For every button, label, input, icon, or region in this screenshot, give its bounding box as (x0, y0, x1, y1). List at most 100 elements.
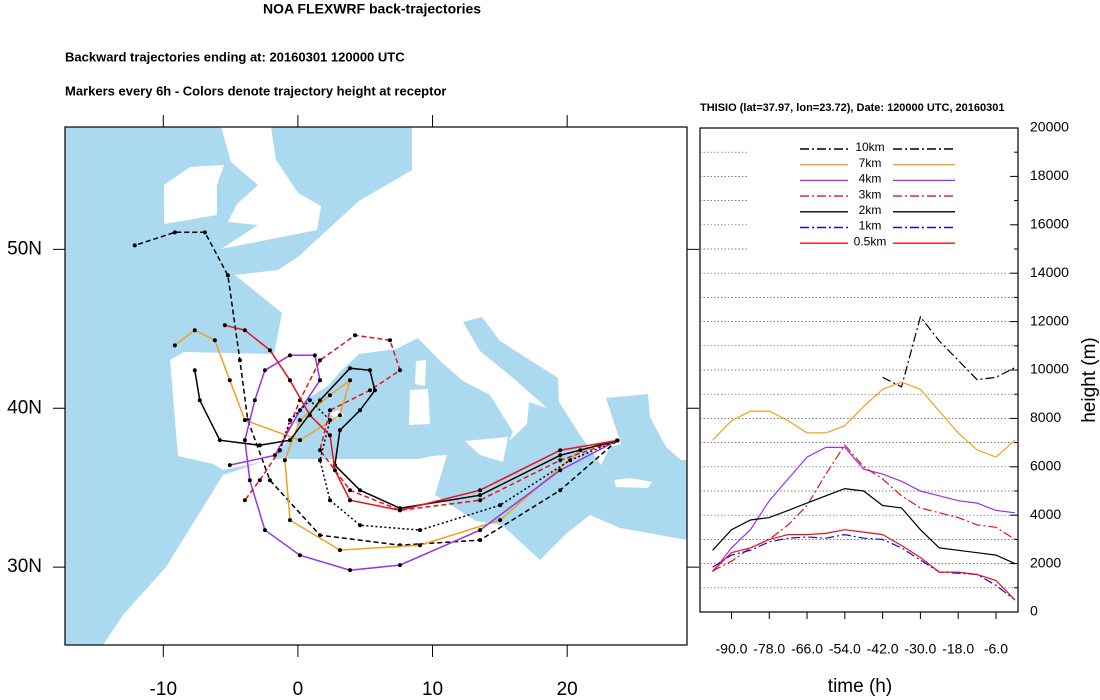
map-frame (64, 126, 688, 646)
trajectory-marker (257, 443, 262, 448)
trajectory-marker (287, 378, 292, 383)
y-tick-label: 16000 (1030, 216, 1069, 232)
y-tick-label: 20000 (1030, 119, 1069, 135)
y-axis-label: height (m) (1079, 337, 1100, 423)
trajectory-marker (242, 328, 247, 333)
trajectory-marker (327, 433, 332, 438)
trajectory-marker (227, 463, 232, 468)
trajectory-marker (327, 498, 332, 503)
trajectory-marker (332, 468, 337, 473)
trajectory-marker (337, 428, 342, 433)
trajectory-marker (262, 528, 267, 533)
y-tick-label: 30N (7, 556, 42, 577)
trajectory-marker (225, 273, 230, 278)
trajectory-marker (242, 438, 247, 443)
height-line (712, 487, 1016, 565)
trajectory-marker (498, 518, 503, 523)
trajectory-marker (418, 543, 423, 548)
x-tick-label: 10 (422, 679, 443, 700)
subtitle: Backward trajectories ending at: 2016030… (65, 49, 405, 64)
subtitle: Markers every 6h - Colors denote traject… (65, 83, 446, 98)
panel-title: THISIO (lat=37.97, lon=23.72), Date: 120… (700, 102, 1005, 114)
x-tick-label: 0 (293, 679, 304, 700)
trajectory-marker (397, 508, 402, 513)
height-line (712, 533, 1016, 601)
x-axis-label: time (h) (828, 676, 892, 697)
y-tick-label: 0 (1030, 603, 1038, 619)
trajectory-marker (212, 338, 217, 343)
trajectory-marker (357, 488, 362, 493)
trajectory-marker (252, 398, 257, 403)
trajectory-marker (247, 478, 252, 483)
land (103, 455, 687, 645)
height-line (882, 315, 1016, 388)
trajectory-marker (172, 343, 177, 348)
trajectory-marker (478, 538, 483, 543)
trajectory-marker (558, 448, 563, 453)
trajectory-marker (217, 438, 222, 443)
trajectory-marker (317, 398, 322, 403)
trajectory-marker (287, 518, 292, 523)
trajectory-marker (297, 553, 302, 558)
trajectory-marker (478, 498, 483, 503)
trajectory-marker (352, 333, 357, 338)
trajectory-marker (615, 438, 620, 443)
height-line (712, 381, 1016, 458)
trajectory-marker (237, 358, 242, 363)
height-line (712, 446, 1015, 573)
y-tick-label: 8000 (1030, 409, 1061, 425)
legend-label: 0.5km (854, 234, 887, 248)
trajectory-marker (287, 418, 292, 423)
land (164, 165, 224, 224)
trajectory-marker (317, 448, 322, 453)
trajectory-marker (267, 478, 272, 483)
map-panel (65, 127, 687, 645)
trajectory-marker (317, 378, 322, 383)
trajectory-marker (418, 528, 423, 533)
trajectory-marker (317, 358, 322, 363)
y-tick-label: 6000 (1030, 458, 1061, 474)
x-tick-label: -30.0 (904, 641, 936, 657)
land (465, 437, 508, 462)
x-tick-label: -54.0 (829, 641, 861, 657)
x-tick-label: -66.0 (791, 641, 823, 657)
legend-label: 1km (859, 219, 882, 233)
trajectory-marker (257, 478, 262, 483)
trajectory-marker (197, 398, 202, 403)
trajectory-marker (388, 338, 393, 343)
trajectory-marker (317, 533, 322, 538)
trajectory-marker (348, 366, 353, 371)
legend-label: 3km (859, 187, 882, 201)
land (170, 127, 687, 470)
trajectory-marker (558, 453, 563, 458)
trajectory-marker (558, 488, 563, 493)
trajectory-marker (192, 368, 197, 373)
trajectory-marker (312, 353, 317, 358)
trajectory-marker (132, 243, 137, 248)
trajectory-marker (277, 448, 282, 453)
y-tick-label: 40N (7, 397, 42, 418)
trajectory-marker (498, 503, 503, 508)
y-tick-label: 12000 (1030, 312, 1069, 328)
x-tick-label: -78.0 (753, 641, 785, 657)
legend-label: 10km (855, 140, 884, 154)
trajectory-marker (282, 458, 287, 463)
trajectory-marker (397, 368, 402, 373)
y-tick-label: 4000 (1030, 506, 1061, 522)
land (221, 127, 321, 249)
trajectory-marker (348, 568, 353, 573)
height-line (712, 529, 1016, 601)
y-tick-label: 50N (7, 238, 42, 259)
x-tick-label: -18.0 (942, 641, 974, 657)
trajectory-marker (478, 488, 483, 493)
land (614, 478, 652, 488)
trajectory-marker (227, 378, 232, 383)
trajectory-marker (558, 458, 563, 463)
trajectory-marker (297, 418, 302, 423)
trajectory-marker (367, 368, 372, 373)
x-tick-label: -90.0 (716, 641, 748, 657)
trajectory-marker (337, 548, 342, 553)
y-tick-label: 18000 (1030, 167, 1069, 183)
trajectory (224, 324, 618, 512)
